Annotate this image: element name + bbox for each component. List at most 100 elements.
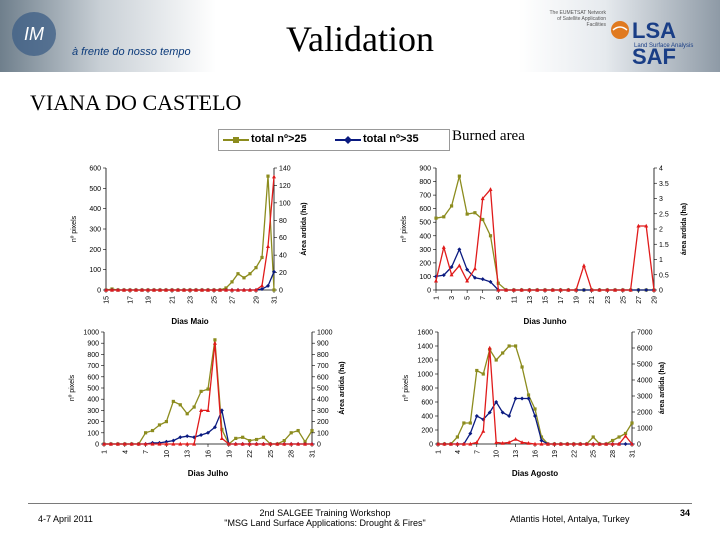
data-point	[604, 441, 609, 446]
chart-maio: 0 100 200 300 400 500 600 0 20 40 60 80 100 120 140 15 1…	[71, 166, 308, 327]
data-point	[236, 272, 240, 276]
y-tick-label: 300	[87, 408, 99, 415]
x-tick-label: 25	[268, 450, 275, 458]
data-point	[545, 441, 550, 446]
data-point	[449, 272, 454, 277]
y-tick-label: 200	[89, 247, 101, 254]
data-point	[581, 263, 586, 268]
x-tick-label: 23	[605, 296, 612, 304]
y-tick-label: 900	[419, 166, 431, 173]
series-line-burned-area	[104, 343, 312, 445]
data-point	[158, 287, 162, 292]
workshop-line2: "MSG Land Surface Applications: Drought …	[224, 518, 426, 528]
data-point	[242, 276, 246, 280]
data-point	[152, 287, 156, 292]
y-tick-label: 400	[89, 206, 101, 213]
y2-tick-label: 80	[279, 218, 287, 225]
y2-tick-label: 140	[279, 166, 291, 173]
y-tick-label: 100	[89, 267, 101, 274]
data-point	[260, 286, 264, 291]
data-point	[296, 441, 301, 446]
x-tick-label: 16	[206, 450, 213, 458]
data-point	[535, 287, 540, 292]
data-point	[206, 287, 210, 292]
y2-tick-label: 100	[317, 430, 329, 437]
x-tick-label: 25	[620, 296, 627, 304]
y2-tick-label: 0	[659, 288, 663, 295]
data-point	[533, 441, 537, 446]
x-tick-label: 4	[455, 450, 462, 454]
chart-agosto: 0200400600800100012001400160001000200030…	[403, 330, 666, 479]
data-point	[620, 287, 625, 292]
data-point	[115, 441, 120, 446]
header-banner: IM à frente do nosso tempo Validation Th…	[0, 0, 720, 72]
data-point	[455, 441, 460, 446]
y-tick-label: 0	[97, 288, 101, 295]
data-point	[248, 439, 252, 443]
series-line-total-n-25	[435, 175, 654, 291]
y-axis-label: nº pixels	[401, 215, 408, 242]
y2-tick-label: 1	[659, 257, 663, 264]
y-axis-label: nº pixels	[69, 374, 76, 401]
y-tick-label: 400	[421, 414, 433, 421]
data-point	[143, 441, 148, 446]
series-line-total-n-35	[438, 397, 632, 445]
data-point	[623, 442, 628, 446]
data-point	[475, 368, 479, 373]
data-point	[474, 440, 479, 444]
data-point	[613, 287, 618, 292]
data-point	[157, 441, 162, 446]
data-point	[213, 338, 217, 342]
y2-tick-label: 400	[317, 397, 329, 404]
data-point	[206, 408, 210, 412]
data-point	[488, 234, 493, 238]
data-point	[526, 396, 531, 401]
data-point	[240, 441, 245, 446]
data-point	[289, 441, 294, 446]
y-tick-label: 1400	[417, 344, 433, 351]
data-point	[182, 287, 186, 292]
data-point	[527, 287, 532, 292]
data-point	[230, 287, 234, 292]
y2-tick-label: 1.5	[659, 242, 669, 249]
data-point	[310, 428, 314, 433]
y-tick-label: 800	[87, 352, 99, 359]
y2-tick-label: 100	[279, 200, 291, 207]
data-point	[539, 438, 544, 443]
data-point	[472, 266, 477, 271]
x-tick-label: 22	[247, 450, 254, 458]
data-point	[194, 287, 198, 292]
data-point	[591, 441, 596, 446]
svg-text:IM: IM	[24, 24, 44, 44]
x-tick-label: 31	[630, 450, 637, 458]
data-point	[519, 287, 524, 292]
data-point	[550, 287, 555, 292]
data-point	[500, 441, 505, 445]
data-point	[434, 278, 438, 283]
x-axis-label: Dias Maio	[171, 317, 208, 326]
data-point	[461, 441, 466, 446]
data-point	[514, 344, 518, 348]
x-tick-label: 19	[226, 450, 233, 458]
y2-tick-label: 600	[317, 374, 329, 381]
data-point	[272, 269, 276, 274]
y-tick-label: 600	[421, 400, 433, 407]
data-point	[558, 441, 563, 446]
data-point	[488, 187, 493, 191]
x-tick-label: 25	[591, 450, 598, 458]
x-tick-label: 19	[552, 450, 559, 458]
data-point	[449, 204, 454, 208]
data-point	[623, 433, 628, 438]
x-tick-label: 5	[465, 296, 472, 300]
data-point	[481, 429, 486, 433]
data-point	[455, 435, 459, 439]
data-point	[436, 441, 440, 446]
data-point	[212, 425, 217, 430]
data-point	[462, 421, 466, 425]
data-point	[574, 287, 579, 292]
y2-tick-label: 0.5	[659, 272, 669, 279]
y2-tick-label: 2000	[637, 410, 653, 417]
data-point	[501, 351, 505, 355]
x-tick-label: 19	[146, 296, 153, 304]
data-point	[566, 287, 571, 292]
